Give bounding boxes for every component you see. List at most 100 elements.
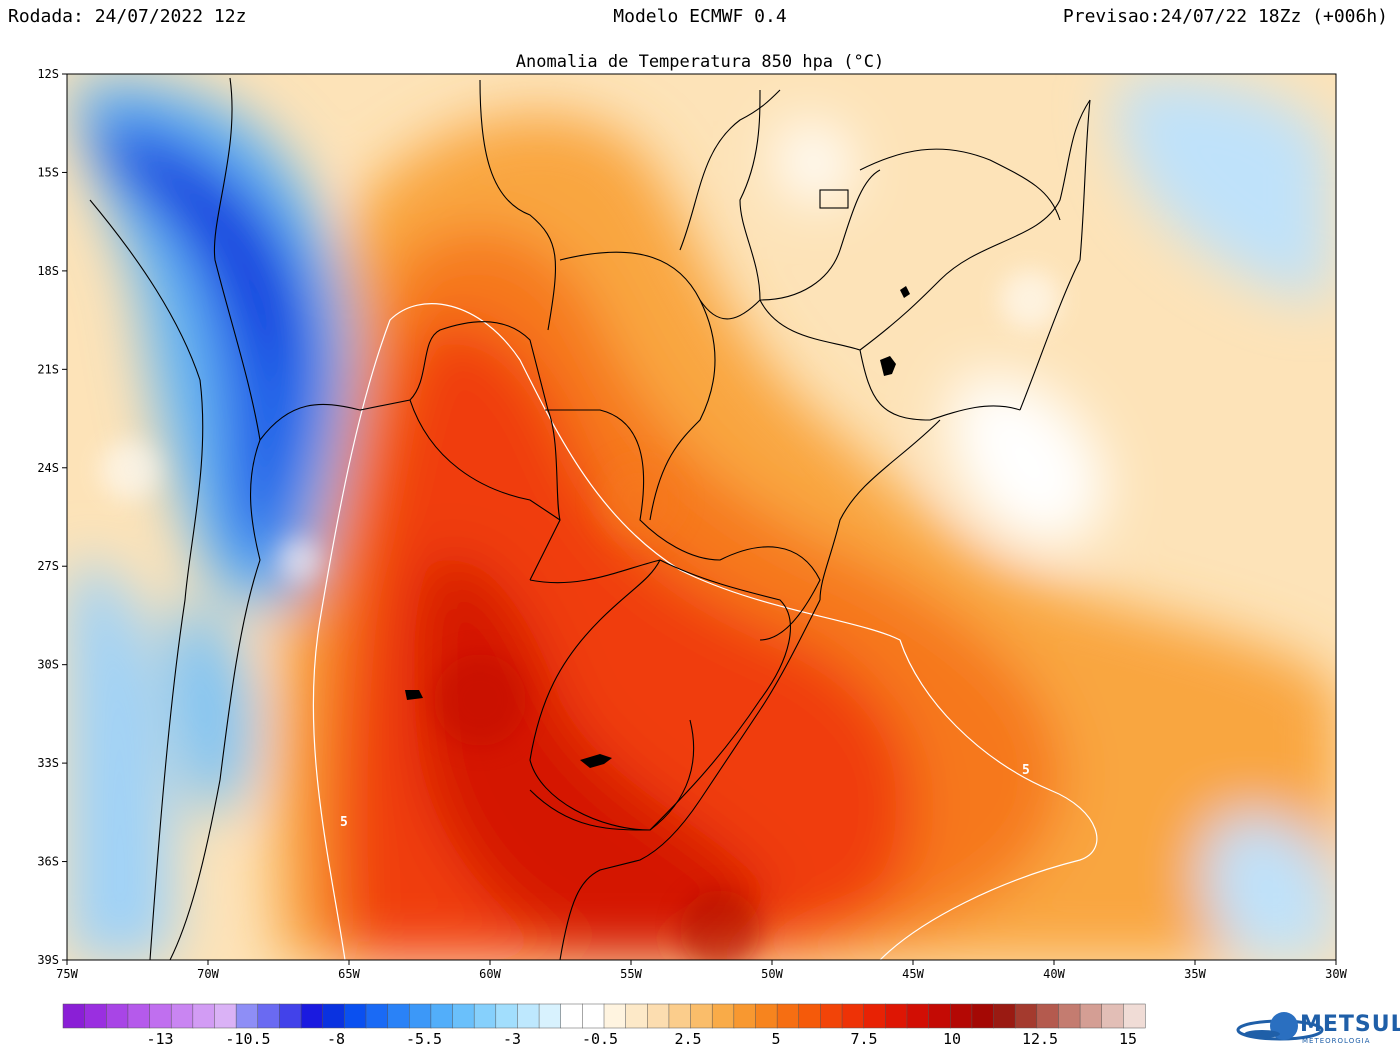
colorbar-swatch	[625, 1003, 648, 1029]
colorbar-label: 7.5	[850, 1030, 877, 1048]
colorbar-swatch	[62, 1003, 86, 1029]
colorbar-swatch	[690, 1003, 713, 1029]
colorbar-swatch	[127, 1003, 151, 1029]
colorbar-swatch	[279, 1003, 302, 1029]
lat-label: 15S	[37, 165, 59, 179]
lat-label: 21S	[37, 362, 59, 376]
colorbar-swatch	[235, 1003, 259, 1029]
metsul-logo	[1236, 1012, 1324, 1041]
colorbar-swatch	[582, 1003, 605, 1029]
colorbar-swatch	[1101, 1003, 1124, 1029]
colorbar-label: -0.5	[582, 1030, 618, 1048]
lon-label: 65W	[338, 967, 360, 981]
colorbar-swatch	[841, 1003, 865, 1029]
colorbar-swatch	[993, 1003, 1016, 1029]
colorbar-swatch	[192, 1003, 216, 1029]
contour-5	[312, 303, 1098, 960]
colorbar-swatch	[560, 1003, 583, 1029]
lat-label: 18S	[37, 264, 59, 278]
colorbar-swatch	[473, 1003, 497, 1029]
colorbar-swatch	[84, 1003, 107, 1029]
colorbar-swatch	[430, 1003, 454, 1029]
colorbar-swatch	[711, 1003, 735, 1029]
colorbar-swatch	[149, 1003, 172, 1029]
colorbar-swatch	[106, 1003, 129, 1029]
colorbar-swatch	[603, 1003, 627, 1029]
colorbar-swatch	[863, 1003, 886, 1029]
lon-label: 70W	[197, 967, 219, 981]
colorbar-swatch	[322, 1003, 345, 1029]
colorbar-label: 15	[1119, 1030, 1137, 1048]
lon-label: 60W	[479, 967, 501, 981]
colorbar-swatch	[928, 1003, 951, 1029]
colorbar-swatch	[885, 1003, 908, 1029]
brand-subtitle: METEOROLOGIA	[1302, 1037, 1371, 1045]
colorbar-swatch	[971, 1003, 995, 1029]
lat-label: 36S	[37, 855, 59, 869]
colorbar-label: -10.5	[225, 1030, 270, 1048]
lat-label: 33S	[37, 756, 59, 770]
lakes	[405, 286, 910, 768]
lon-label: 55W	[620, 967, 642, 981]
colorbar-swatch	[733, 1003, 757, 1029]
colorbar-swatch	[365, 1003, 389, 1029]
map-title: Anomalia de Temperatura 850 hpa (°C)	[515, 52, 885, 72]
colorbar-swatch	[1079, 1003, 1103, 1029]
lon-label: 75W	[56, 967, 78, 981]
colorbar-swatch	[1123, 1003, 1146, 1029]
colorbar-label: -8	[327, 1030, 345, 1048]
colorbar-label: -5.5	[406, 1030, 442, 1048]
run-time-label: Rodada: 24/07/2022 12z	[8, 6, 247, 27]
colorbar-swatch	[1036, 1003, 1059, 1029]
lon-label: 50W	[761, 967, 783, 981]
colorbar-swatch	[387, 1003, 410, 1029]
political-boundaries	[89, 77, 1091, 961]
colorbar-swatch	[949, 1003, 973, 1029]
lat-label: 27S	[37, 559, 59, 573]
colorbar-label: 5	[771, 1030, 780, 1048]
lat-label: 24S	[37, 461, 59, 475]
colorbar-label: 10	[943, 1030, 961, 1048]
colorbar-swatch	[776, 1003, 800, 1029]
brand-name: METSUL	[1300, 1012, 1400, 1037]
colorbar-swatch	[170, 1003, 194, 1029]
colorbar-swatch	[668, 1003, 692, 1029]
colorbar-swatch	[257, 1003, 280, 1029]
lon-label: 40W	[1043, 967, 1065, 981]
lon-label: 35W	[1184, 967, 1206, 981]
colorbar-swatch	[408, 1003, 432, 1029]
colorbar-swatch	[452, 1003, 475, 1029]
colorbar-label: -3	[503, 1030, 521, 1048]
lon-label: 30W	[1325, 967, 1347, 981]
contour-label-5: 5	[340, 815, 348, 830]
colorbar-swatch	[1014, 1003, 1038, 1029]
contour-label-5-east: 5	[1022, 763, 1030, 778]
colorbar-swatch	[517, 1003, 540, 1029]
colorbar-label: -13	[146, 1030, 173, 1048]
colorbar-labels: -13 -10.5 -8 -5.5 -3 -0.5 2.5 5 7.5 10 12.5 15	[146, 1030, 1137, 1048]
colorbar-swatch	[820, 1003, 843, 1029]
colorbar-label: 12.5	[1022, 1030, 1058, 1048]
colorbar-swatch	[538, 1003, 562, 1029]
colorbar-swatch	[798, 1003, 821, 1029]
map-frame	[66, 73, 1337, 961]
model-label: Modelo ECMWF 0.4	[613, 6, 787, 27]
lon-label: 45W	[902, 967, 924, 981]
colorbar-swatch	[755, 1003, 778, 1029]
forecast-time-label: Previsao:24/07/22 18Zz (+006h)	[1062, 6, 1388, 27]
lat-label: 12S	[37, 67, 59, 81]
latitude-axis: 12S 15S 18S 21S 24S 27S 30S 33S 36S 39S	[37, 67, 67, 967]
lat-label: 39S	[37, 953, 59, 967]
longitude-axis: 75W 70W 65W 60W 55W 50W 45W 40W 35W 30W	[56, 960, 1348, 981]
lat-label: 30S	[37, 658, 59, 672]
colorbar	[62, 1003, 1146, 1029]
colorbar-swatch	[1058, 1003, 1081, 1029]
anomaly-field	[67, 74, 1336, 960]
colorbar-swatch	[300, 1003, 324, 1029]
colorbar-swatch	[344, 1003, 367, 1029]
colorbar-swatch	[647, 1003, 670, 1029]
colorbar-swatch	[906, 1003, 930, 1029]
colorbar-label: 2.5	[674, 1030, 701, 1048]
colorbar-swatch	[495, 1003, 518, 1029]
